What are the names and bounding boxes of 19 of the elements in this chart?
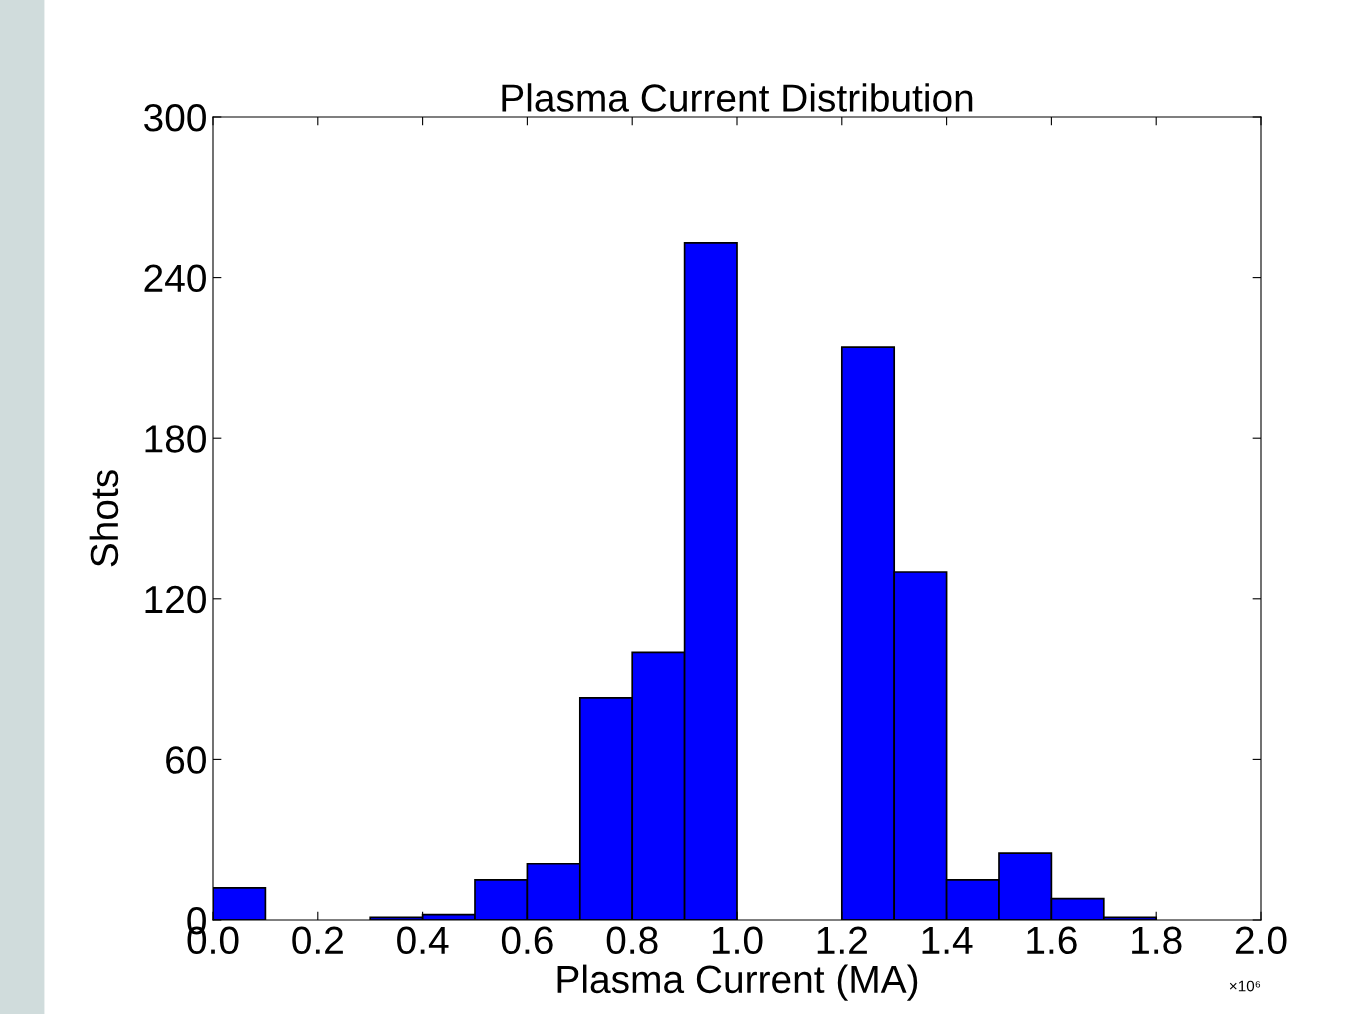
- x-tick-label: 0.4: [397, 926, 449, 955]
- y-tick-label: 180: [145, 425, 206, 453]
- x-tick-label: 0.2: [292, 926, 343, 955]
- y-tick-label: 60: [166, 746, 206, 774]
- y-axis-title: Shots: [89, 470, 119, 567]
- y-tick-label: 240: [144, 264, 206, 293]
- x-tick-label: 0.8: [606, 926, 658, 955]
- x-tick-label: 1.0: [712, 926, 763, 955]
- x-tick-label: 1.6: [1027, 926, 1077, 955]
- y-tick-label: 300: [144, 103, 206, 132]
- text: ×10⁶: [1229, 980, 1261, 992]
- x-tick-label: 1.2: [817, 926, 867, 954]
- x-axis-title: Plasma Current (MA): [557, 964, 918, 1001]
- x-tick-label: 2.0: [1235, 926, 1287, 955]
- x-tick-label: 1.4: [922, 926, 973, 954]
- x-tick-label: 0.6: [501, 926, 553, 955]
- chart-title: Plasma Current Distribution: [502, 83, 973, 112]
- y-tick-label: 120: [145, 585, 206, 614]
- x-tick-label: 1.8: [1132, 926, 1182, 955]
